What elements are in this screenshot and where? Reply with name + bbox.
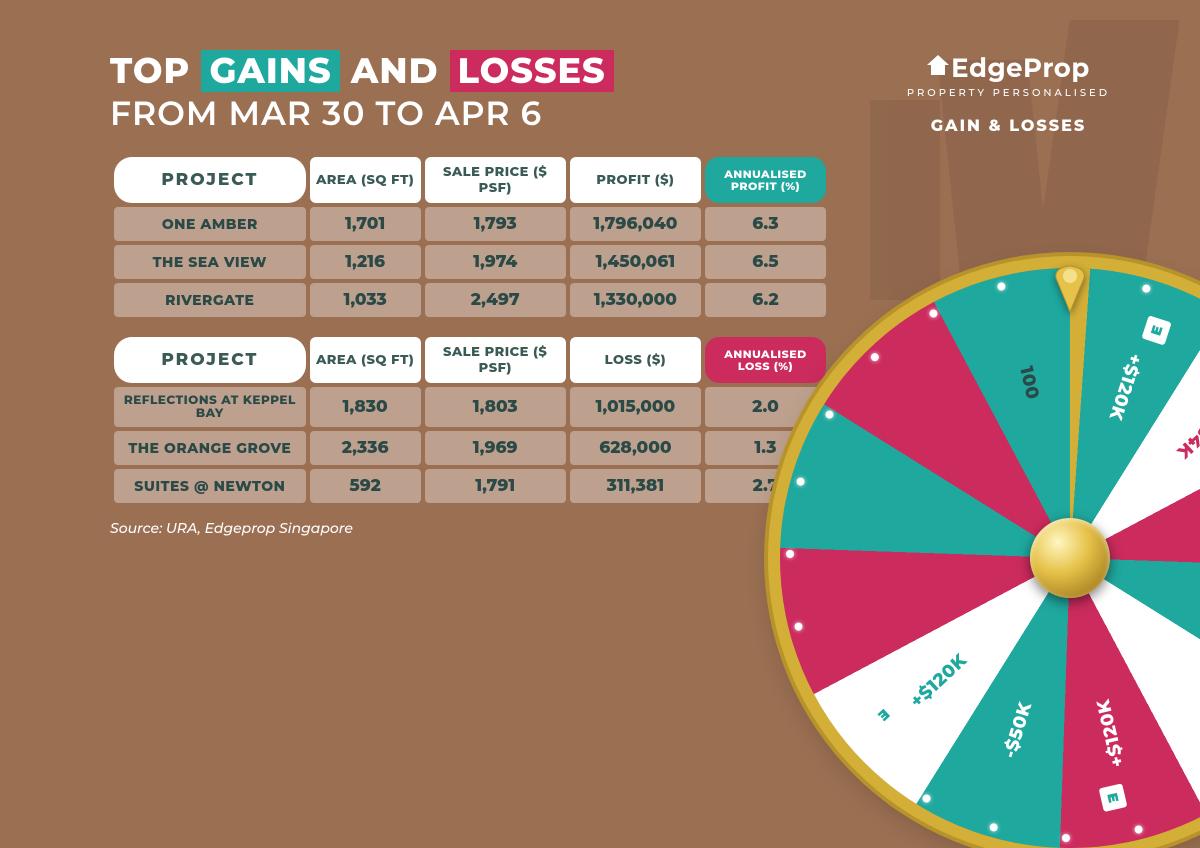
cell-project: One Amber xyxy=(114,207,306,241)
cell-project: Suites @ Newton xyxy=(114,469,306,503)
cell-profit: 1,796,040 xyxy=(570,207,701,241)
title-mid: AND xyxy=(351,49,439,92)
col-project: PROJECT xyxy=(114,337,306,383)
gains-header-row: PROJECT AREA (SQ FT) SALE PRICE ($ PSF) … xyxy=(114,157,826,203)
cell-area: 2,336 xyxy=(310,431,421,465)
wheel-rim-dot xyxy=(786,550,794,558)
cell-loss: 1,015,000 xyxy=(570,387,701,427)
wheel-rim-dot xyxy=(796,477,806,487)
cell-area: 592 xyxy=(310,469,421,503)
cell-sale: 1,791 xyxy=(425,469,566,503)
col-sale: SALE PRICE ($ PSF) xyxy=(425,337,566,383)
brand-logo: EdgeProp xyxy=(907,50,1110,84)
title-daterange: FROM MAR 30 TO APR 6 xyxy=(110,94,542,134)
cell-sale: 1,969 xyxy=(425,431,566,465)
table-row: Reflections At Keppel Bay1,8301,8031,015… xyxy=(114,387,826,427)
col-annualised-profit: ANNUALISED PROFIT (%) xyxy=(705,157,826,203)
brand-name: EdgeProp xyxy=(951,52,1090,84)
cell-area: 1,830 xyxy=(310,387,421,427)
cell-project: Rivergate xyxy=(114,283,306,317)
cell-loss: 311,381 xyxy=(570,469,701,503)
wheel-rim-dot xyxy=(820,689,831,700)
cell-sale: 2,497 xyxy=(425,283,566,317)
cell-area: 1,033 xyxy=(310,283,421,317)
house-icon xyxy=(927,50,949,82)
wheel-face: +$120KE-$84K+$600K+$700KE+$120KE-$50K+$1… xyxy=(780,268,1200,848)
table-row: The Sea View1,2161,9741,450,0616.5 xyxy=(114,245,826,279)
cell-sale: 1,974 xyxy=(425,245,566,279)
wheel-hub xyxy=(1030,518,1110,598)
wheel-rim-dot xyxy=(1141,284,1151,294)
wheel-rim-dot xyxy=(864,748,875,759)
source-credit: Source: URA, Edgeprop Singapore xyxy=(110,519,850,537)
title-pre: TOP xyxy=(110,49,190,92)
main-content: TOP GAINS AND LOSSES FROM MAR 30 TO APR … xyxy=(110,50,850,537)
cell-profit: 1,330,000 xyxy=(570,283,701,317)
col-sale: SALE PRICE ($ PSF) xyxy=(425,157,566,203)
cell-profit: 1,450,061 xyxy=(570,245,701,279)
brand-block: EdgeProp PROPERTY PERSONALISED GAIN & LO… xyxy=(907,50,1110,136)
title-losses-highlight: LOSSES xyxy=(450,50,614,92)
cell-area: 1,216 xyxy=(310,245,421,279)
cell-project: The Orange Grove xyxy=(114,431,306,465)
wheel-rim-dot xyxy=(996,282,1006,292)
prize-wheel: +$120KE-$84K+$600K+$700KE+$120KE-$50K+$1… xyxy=(780,268,1200,848)
wheel-rim-dot xyxy=(869,352,880,363)
table-row: Rivergate1,0332,4971,330,0006.2 xyxy=(114,283,826,317)
cell-sale: 1,793 xyxy=(425,207,566,241)
wheel-rim-dot xyxy=(824,409,835,420)
wheel-pointer-icon xyxy=(1050,262,1090,312)
cell-area: 1,701 xyxy=(310,207,421,241)
cell-annualised: 6.3 xyxy=(705,207,826,241)
title-gains-highlight: GAINS xyxy=(201,50,339,92)
cell-sale: 1,803 xyxy=(425,387,566,427)
wheel-rim-dot xyxy=(794,622,804,632)
table-row: The Orange Grove2,3361,969628,0001.3 xyxy=(114,431,826,465)
gains-table: PROJECT AREA (SQ FT) SALE PRICE ($ PSF) … xyxy=(110,153,830,321)
wheel-rim-dot xyxy=(921,793,932,804)
cell-project: Reflections At Keppel Bay xyxy=(114,387,306,427)
losses-table: PROJECT AREA (SQ FT) SALE PRICE ($ PSF) … xyxy=(110,333,830,507)
col-profit: PROFIT ($) xyxy=(570,157,701,203)
page-title: TOP GAINS AND LOSSES FROM MAR 30 TO APR … xyxy=(110,50,850,135)
col-loss: LOSS ($) xyxy=(570,337,701,383)
wheel-rim-dot xyxy=(928,308,939,319)
col-area: AREA (SQ FT) xyxy=(310,337,421,383)
wheel-rim-dot xyxy=(1062,834,1070,842)
col-area: AREA (SQ FT) xyxy=(310,157,421,203)
brand-subhead: GAIN & LOSSES xyxy=(907,117,1110,136)
col-project: PROJECT xyxy=(114,157,306,203)
brand-tagline: PROPERTY PERSONALISED xyxy=(907,86,1110,99)
cell-loss: 628,000 xyxy=(570,431,701,465)
table-row: One Amber1,7011,7931,796,0406.3 xyxy=(114,207,826,241)
cell-project: The Sea View xyxy=(114,245,306,279)
losses-header-row: PROJECT AREA (SQ FT) SALE PRICE ($ PSF) … xyxy=(114,337,826,383)
wheel-rim-dot xyxy=(989,823,999,833)
table-row: Suites @ Newton5921,791311,3812.7 xyxy=(114,469,826,503)
wheel-rim-dot xyxy=(1134,825,1144,835)
